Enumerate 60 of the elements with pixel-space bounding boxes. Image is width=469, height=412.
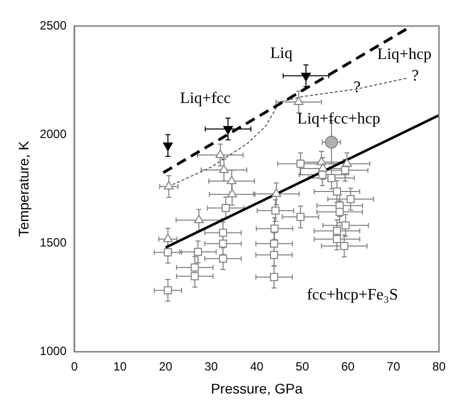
- annotation: ?: [353, 79, 361, 96]
- x-tick-label: 60: [341, 359, 355, 374]
- point: [218, 254, 228, 263]
- y-tick-label: 2000: [40, 126, 67, 141]
- point: [336, 208, 344, 216]
- x-tick-label: 40: [250, 359, 264, 374]
- annotation: Liq+hcp: [377, 46, 432, 63]
- point: [316, 156, 326, 166]
- y-tick-label: 1500: [40, 236, 67, 250]
- point: [340, 242, 348, 250]
- annotation: Liq: [270, 44, 292, 62]
- point: [270, 224, 279, 233]
- point: [219, 164, 229, 174]
- point: [341, 166, 350, 174]
- point: [164, 286, 172, 294]
- point: [227, 188, 237, 198]
- point: [190, 263, 199, 272]
- point: [342, 158, 352, 167]
- point: [327, 174, 336, 182]
- point: [194, 214, 204, 224]
- point: [318, 170, 326, 179]
- point: [296, 212, 305, 221]
- annotation: Liq+fcc: [180, 90, 231, 108]
- point: [222, 204, 230, 212]
- point: [190, 272, 199, 280]
- point: [294, 96, 304, 106]
- x-tick-label: 50: [296, 359, 310, 374]
- point: [332, 226, 341, 235]
- point: [342, 221, 350, 230]
- point: [296, 160, 305, 168]
- point: [332, 235, 341, 244]
- point: [272, 188, 282, 197]
- point: [163, 234, 173, 242]
- point: [164, 248, 172, 256]
- point: [270, 250, 278, 259]
- x-tick-label: 0: [71, 359, 78, 374]
- x-tick-label: 30: [204, 359, 218, 374]
- point: [332, 187, 341, 196]
- point: [218, 240, 228, 248]
- y-tick-label: 2500: [40, 18, 67, 32]
- annotation: Liq+fcc+hcp: [297, 110, 380, 128]
- point: [346, 195, 355, 204]
- point: [270, 240, 278, 248]
- x-tick-label: 20: [158, 359, 173, 374]
- x-tick-label: 10: [113, 359, 128, 374]
- point: [226, 176, 237, 184]
- point: [270, 273, 278, 282]
- annotation: ?: [412, 68, 419, 85]
- point: [324, 136, 338, 149]
- point: [271, 206, 280, 215]
- annotation: fcc+hcp+Fe₃S: [306, 286, 398, 304]
- y-tick-label: 1000: [40, 344, 67, 358]
- point: [215, 150, 226, 158]
- x-axis-title: Pressure, GPa: [210, 380, 303, 396]
- x-tick-label: 80: [432, 359, 446, 374]
- y-axis-title: Temperature, K: [15, 140, 32, 237]
- x-tick-label: 70: [386, 359, 400, 374]
- point: [218, 228, 228, 237]
- point: [194, 248, 202, 256]
- point: [164, 181, 174, 190]
